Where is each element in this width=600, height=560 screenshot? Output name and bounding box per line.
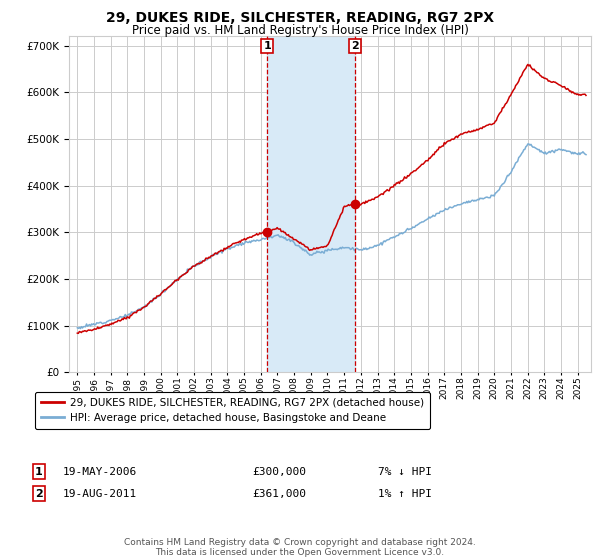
Text: Price paid vs. HM Land Registry's House Price Index (HPI): Price paid vs. HM Land Registry's House …	[131, 24, 469, 36]
Text: 1% ↑ HPI: 1% ↑ HPI	[378, 489, 432, 499]
Text: 19-MAY-2006: 19-MAY-2006	[63, 466, 137, 477]
Text: 29, DUKES RIDE, SILCHESTER, READING, RG7 2PX: 29, DUKES RIDE, SILCHESTER, READING, RG7…	[106, 11, 494, 25]
Text: 7% ↓ HPI: 7% ↓ HPI	[378, 466, 432, 477]
Legend: 29, DUKES RIDE, SILCHESTER, READING, RG7 2PX (detached house), HPI: Average pric: 29, DUKES RIDE, SILCHESTER, READING, RG7…	[35, 391, 430, 430]
Text: Contains HM Land Registry data © Crown copyright and database right 2024.
This d: Contains HM Land Registry data © Crown c…	[124, 538, 476, 557]
Text: 1: 1	[35, 466, 43, 477]
Bar	[267, 36, 355, 372]
Text: 19-AUG-2011: 19-AUG-2011	[63, 489, 137, 499]
Text: 2: 2	[35, 489, 43, 499]
Text: £361,000: £361,000	[252, 489, 306, 499]
Text: £300,000: £300,000	[252, 466, 306, 477]
Text: 1: 1	[263, 41, 271, 52]
Text: 2: 2	[351, 41, 359, 52]
